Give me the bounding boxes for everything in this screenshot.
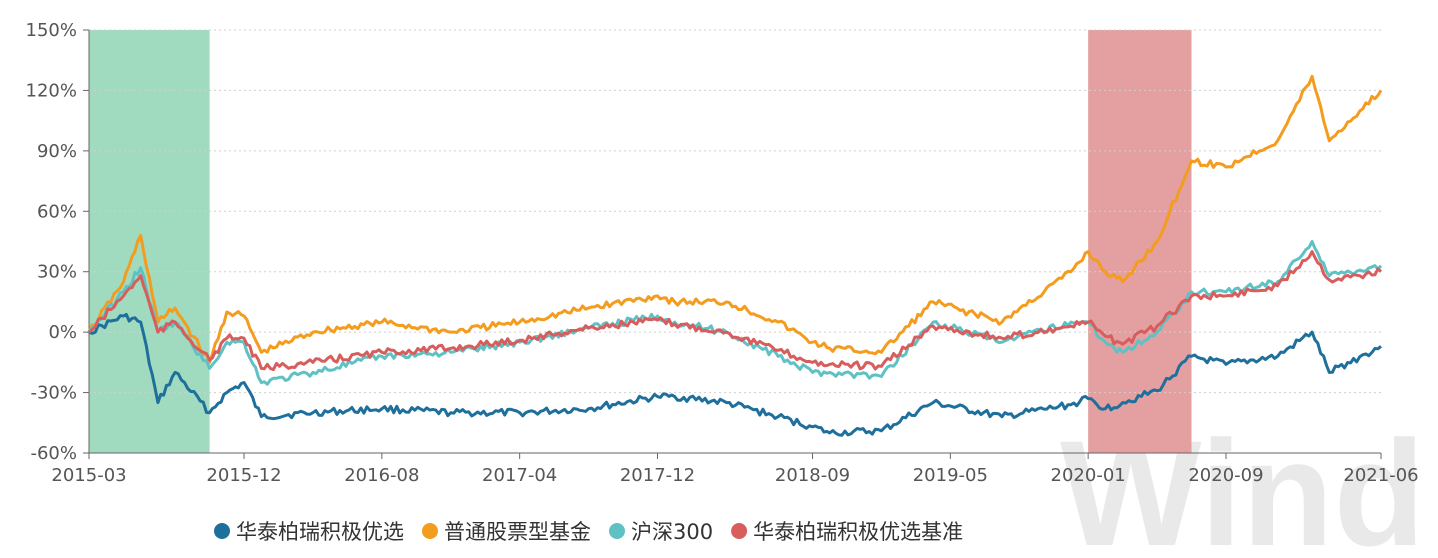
series-lines	[87, 74, 1383, 437]
legend-label: 沪深300	[631, 520, 713, 544]
x-tick-label: 2017-04	[482, 465, 557, 486]
x-tick-label: 2019-05	[913, 465, 988, 486]
x-tick-label: 2016-08	[344, 465, 419, 486]
legend-label: 普通股票型基金	[444, 520, 591, 544]
y-tick-label: 150%	[26, 20, 77, 41]
legend-label: 华泰柏瑞积极优选	[236, 520, 404, 544]
y-tick-label: 90%	[37, 141, 77, 162]
shaded-regions	[89, 30, 1192, 453]
y-tick-label: 30%	[37, 262, 77, 283]
y-tick-label: 0%	[48, 322, 77, 343]
x-tick-label: 2020-01	[1051, 465, 1126, 486]
shaded-region-2	[1088, 30, 1192, 453]
legend-marker	[609, 523, 625, 539]
series-line	[88, 312, 1382, 437]
y-tick-label: -30%	[30, 383, 77, 404]
y-tick-label: 120%	[26, 80, 77, 101]
legend: 华泰柏瑞积极优选 普通股票型基金 沪深300 华泰柏瑞积极优选基准	[214, 520, 963, 544]
y-tick-label: -60%	[30, 443, 77, 464]
legend-label: 华泰柏瑞积极优选基准	[753, 520, 963, 544]
legend-marker	[731, 523, 748, 539]
x-tick-label: 2021-06	[1343, 465, 1418, 486]
series-line	[88, 250, 1383, 372]
shaded-region-1	[89, 30, 210, 453]
axes: 150% 120% 90% 60% 30% 0% -30% -60%2015-03 2015-1…	[26, 20, 1419, 486]
gridlines	[89, 29, 1381, 394]
x-tick-label: 2020-09	[1188, 465, 1263, 486]
x-tick-label: 2018-09	[775, 465, 850, 486]
y-tick-label: 60%	[37, 201, 77, 222]
series-line	[87, 74, 1383, 364]
x-tick-label: 2015-03	[51, 465, 126, 486]
legend-marker	[422, 523, 438, 539]
x-tick-label: 2017-12	[620, 465, 695, 486]
legend-marker	[214, 523, 230, 539]
x-tick-label: 2015-12	[206, 465, 281, 486]
